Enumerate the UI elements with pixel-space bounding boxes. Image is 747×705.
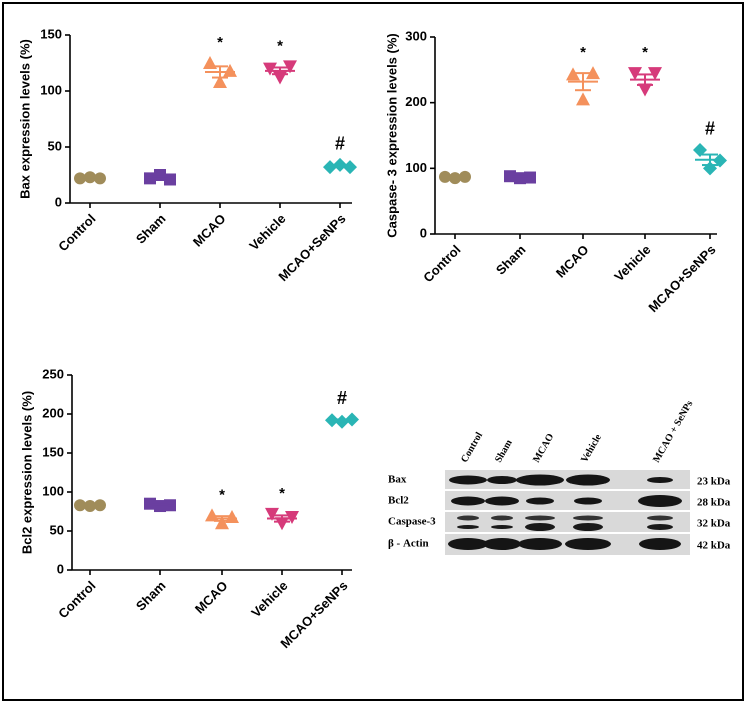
blot-band xyxy=(491,515,513,521)
size-label: 23 kDa xyxy=(697,476,731,488)
blot-band xyxy=(647,477,673,483)
x-tick-label: Vehicle xyxy=(611,242,653,284)
y-tick-label: 300 xyxy=(405,28,427,43)
blot-band xyxy=(573,515,603,521)
y-tick-label: 150 xyxy=(42,444,64,459)
x-tick-label: Vehicle xyxy=(246,211,288,253)
x-tick-label: Vehicle xyxy=(248,578,290,620)
x-tick-label: Sham xyxy=(133,211,169,247)
annotation: * xyxy=(279,485,285,502)
y-tick-label: 250 xyxy=(42,366,64,381)
size-label: 28 kDa xyxy=(697,497,731,509)
x-tick-label: Control xyxy=(55,578,98,621)
y-tick-label: 100 xyxy=(405,160,427,175)
row-label: β - Actin xyxy=(388,538,429,550)
point xyxy=(693,142,707,157)
x-tick-label: Control xyxy=(420,242,463,285)
y-tick-label: 200 xyxy=(42,405,64,420)
point xyxy=(586,66,600,80)
blot-band xyxy=(516,474,564,486)
size-label: 32 kDa xyxy=(697,518,731,530)
x-tick-label: Control xyxy=(55,211,98,254)
point xyxy=(263,62,277,76)
blot-band xyxy=(638,495,682,507)
annotation: # xyxy=(337,388,347,408)
y-axis-label: Caspase- 3 expression levels (%) xyxy=(384,33,399,238)
blot-band xyxy=(451,496,485,506)
x-tick-label: MCAO xyxy=(192,578,231,617)
y-tick-label: 100 xyxy=(40,82,62,97)
point xyxy=(343,160,357,175)
y-axis-label: Bcl2 expression levels (%) xyxy=(19,391,34,554)
row-label: Bax xyxy=(388,474,407,486)
blot-band xyxy=(639,538,681,550)
point xyxy=(323,160,337,175)
y-tick-label: 0 xyxy=(420,225,427,240)
point xyxy=(215,516,229,530)
point xyxy=(285,510,299,524)
blot-band xyxy=(518,538,562,550)
blot-band xyxy=(574,497,602,505)
point xyxy=(283,60,297,74)
point xyxy=(223,63,237,77)
y-tick-label: 200 xyxy=(405,94,427,109)
y-tick-label: 50 xyxy=(48,138,62,153)
annotation: * xyxy=(217,34,223,51)
point xyxy=(628,67,642,81)
annotation: * xyxy=(580,44,586,61)
point xyxy=(504,170,516,183)
y-tick-label: 0 xyxy=(55,194,62,209)
lane-label: MCAO xyxy=(531,432,556,465)
blot-band xyxy=(457,515,479,521)
blot-band xyxy=(647,515,673,521)
x-tick-label: MCAO xyxy=(190,211,229,250)
blot-band xyxy=(449,475,487,485)
x-tick-label: MCAO+SeNPs xyxy=(645,242,718,315)
blot-band xyxy=(483,538,521,550)
point xyxy=(275,517,289,531)
annotation: # xyxy=(335,134,345,154)
lane-label: Sham xyxy=(493,437,515,464)
y-tick-label: 100 xyxy=(42,483,64,498)
blot-band xyxy=(448,538,488,550)
y-tick-label: 150 xyxy=(40,26,62,41)
annotation: * xyxy=(219,486,225,503)
point xyxy=(648,67,662,81)
lane-label: Control xyxy=(459,430,485,464)
y-tick-label: 0 xyxy=(57,561,64,576)
row-label: Bcl2 xyxy=(388,495,409,507)
blot-band xyxy=(565,538,611,550)
x-tick-label: Sham xyxy=(493,242,529,278)
annotation: * xyxy=(642,44,648,61)
lane-label: Vehicle xyxy=(579,432,604,465)
blot-band xyxy=(525,523,555,531)
blot-band xyxy=(647,524,673,530)
point xyxy=(225,509,239,523)
point xyxy=(638,83,652,97)
blot-band xyxy=(525,515,555,521)
blot-band xyxy=(526,497,554,505)
blot-band xyxy=(566,474,610,486)
lane-label: MCAO + SeNPs xyxy=(651,399,695,465)
annotation: # xyxy=(705,119,715,139)
size-label: 42 kDa xyxy=(697,540,731,552)
x-tick-label: MCAO xyxy=(553,242,592,281)
blot-band xyxy=(487,476,517,484)
y-axis-label: Bax expression levels (%) xyxy=(17,39,32,199)
blot-band xyxy=(491,525,513,529)
blot-band xyxy=(457,525,479,529)
annotation: * xyxy=(277,37,283,54)
y-tick-label: 50 xyxy=(50,522,64,537)
point xyxy=(265,507,279,521)
point xyxy=(566,67,580,81)
row-label: Caspase-3 xyxy=(388,516,436,528)
point xyxy=(576,92,590,106)
x-tick-label: Sham xyxy=(133,578,169,614)
blot-band xyxy=(573,523,603,531)
point xyxy=(213,75,227,89)
blot-band xyxy=(485,496,519,506)
